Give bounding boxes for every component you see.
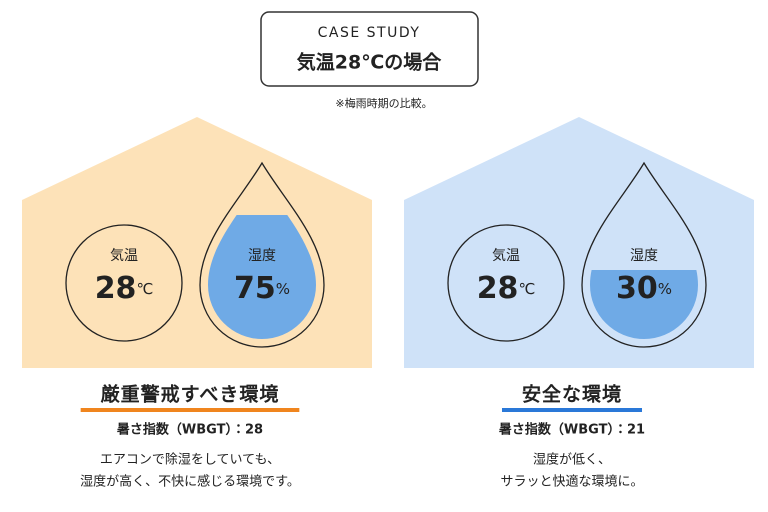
temperature-circle [447,224,565,342]
wbgt: 暑さ指数（WBGT）：21 [498,422,645,438]
temperature-unit: ℃ [518,280,535,298]
description-line: エアコンで除湿をしていても、 [100,453,280,468]
drop-outline [199,161,325,348]
description-line: サラッと快適な環境に。 [500,475,643,490]
header-note: ※梅雨時期の比較。 [335,96,432,110]
drop-outline [581,161,707,348]
temperature-reading: 28℃ [95,271,154,306]
description-line: 湿度が高く、不快に感じる環境です。 [80,474,300,490]
temperature-value: 28 [95,271,137,306]
heading: 安全な環境 [522,383,622,406]
temperature-circle [65,224,183,342]
header-title: 気温28℃の場合 [297,51,442,74]
humidity-reading: 30% [616,271,672,306]
description-line: 湿度が低く、 [533,452,611,468]
water [208,215,316,339]
panels: 気温28℃湿度75%厳重警戒すべき環境暑さ指数（WBGT）：28エアコンで除湿を… [22,117,754,490]
house [404,117,754,368]
humidity-value: 30 [616,271,658,306]
humidity-unit: % [276,280,290,298]
humidity-reading: 75% [234,271,290,306]
header-label: CASE STUDY [318,25,421,41]
temperature-label: 気温 [492,248,520,264]
temperature-value: 28 [477,271,519,306]
heading-underline [501,408,643,412]
temperature-label: 気温 [110,248,138,264]
house [22,117,372,368]
humidity-label: 湿度 [248,248,276,264]
temperature-reading: 28℃ [477,271,536,306]
wbgt: 暑さ指数（WBGT）：28 [116,422,263,438]
heading: 厳重警戒すべき環境 [101,383,280,406]
temperature-unit: ℃ [136,280,153,298]
humidity-unit: % [658,280,672,298]
humidity-label: 湿度 [630,248,658,264]
humidity-value: 75 [234,271,276,306]
header-box [260,11,479,87]
heading-underline [80,408,300,412]
